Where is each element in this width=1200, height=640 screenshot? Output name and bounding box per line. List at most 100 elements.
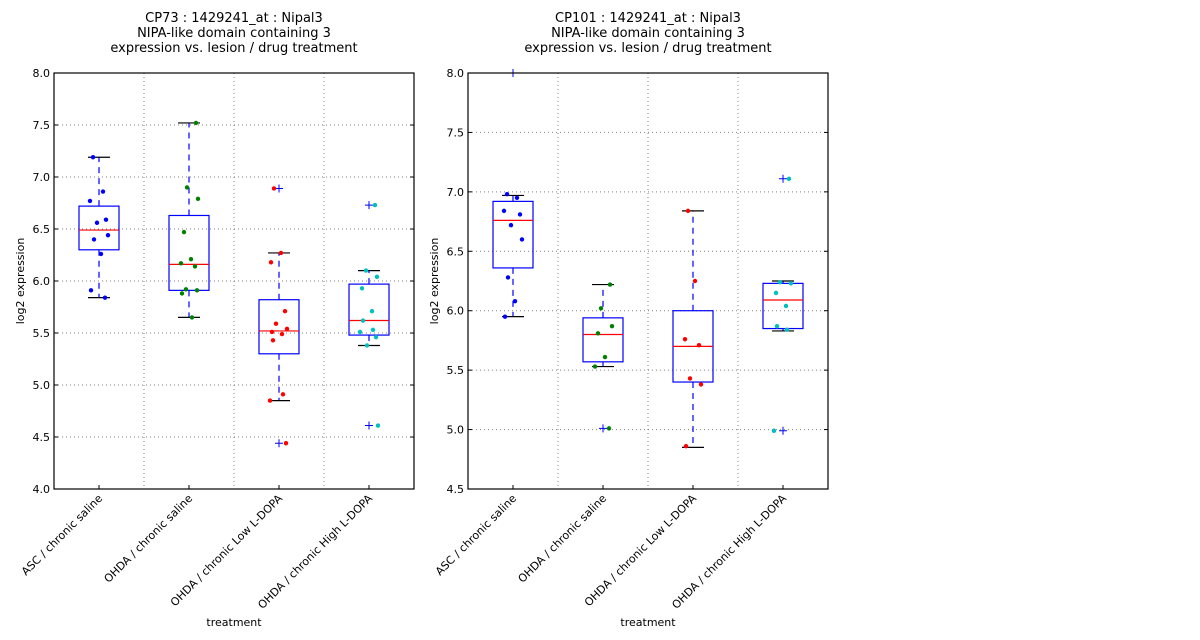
y-tick-label: 5.5 [33, 327, 51, 340]
data-point [270, 338, 276, 343]
data-point [514, 195, 520, 200]
y-tick-label: 6.5 [33, 223, 51, 236]
data-point [682, 337, 688, 342]
data-point [771, 428, 777, 433]
data-point [698, 382, 704, 387]
data-point [504, 192, 510, 197]
box-group-2 [582, 282, 624, 433]
chart-title-line-2: NIPA-like domain containing 3 [137, 26, 331, 41]
data-point [373, 334, 379, 340]
box-iqr [258, 299, 300, 355]
data-point [372, 202, 378, 208]
data-point [273, 321, 279, 326]
data-point [283, 441, 289, 446]
chart-title-line-1: CP101 : 1429241_at : Nipal3 [555, 11, 741, 26]
data-point [183, 287, 189, 292]
data-point [692, 278, 698, 284]
data-point [777, 279, 783, 285]
data-point [278, 250, 284, 256]
box-iqr [168, 214, 210, 291]
data-point [598, 306, 604, 311]
data-point [279, 331, 285, 337]
y-tick-label: 8.0 [447, 67, 465, 80]
data-point [102, 295, 108, 300]
x-tick-label: OHDA / chronic saline [516, 492, 610, 586]
data-point [189, 315, 195, 320]
y-tick-label: 7.5 [447, 126, 465, 139]
data-point [284, 326, 290, 332]
data-point [374, 274, 380, 280]
box-group-3 [258, 184, 300, 448]
chart-title-line-1: CP73 : 1429241_at : Nipal3 [145, 11, 323, 26]
outlier-marker [275, 439, 283, 448]
box-iqr [78, 205, 120, 251]
x-axis-label: treatment [206, 616, 262, 629]
y-tick-label: 7.0 [33, 171, 51, 184]
data-point [606, 426, 612, 431]
y-tick-label: 4.5 [447, 483, 465, 496]
data-point [178, 261, 184, 266]
data-point [88, 288, 94, 293]
data-point [786, 176, 792, 181]
y-axis-label: log2 expression [428, 238, 441, 325]
data-point [788, 281, 794, 286]
data-point [595, 331, 601, 336]
y-axis-label: log2 expression [14, 238, 27, 325]
data-point [783, 303, 789, 309]
data-point [683, 444, 689, 449]
box-iqr [348, 283, 390, 336]
box-group-3 [672, 208, 714, 449]
x-axis-label: treatment [620, 616, 676, 629]
x-tick-label: ASC / chronic saline [19, 492, 105, 578]
axes-frame [467, 72, 829, 490]
data-point [268, 260, 274, 265]
y-tick-label: 4.5 [33, 431, 51, 444]
data-point [773, 290, 779, 296]
box-iqr [582, 317, 624, 363]
y-tick-label: 5.0 [33, 379, 51, 392]
box-group-2 [168, 120, 210, 320]
y-tick-label: 8.0 [33, 67, 51, 80]
outlier-marker [779, 174, 787, 183]
data-point [357, 329, 363, 335]
data-point [505, 275, 511, 280]
data-point [696, 342, 702, 348]
data-point [98, 251, 104, 257]
data-point [607, 282, 613, 287]
outlier-marker [365, 421, 373, 430]
y-tick-label: 4.0 [33, 483, 51, 496]
data-point [282, 308, 288, 314]
y-tick-label: 6.0 [33, 275, 51, 288]
data-point [91, 237, 97, 242]
data-point [375, 423, 381, 428]
y-tick-label: 7.5 [33, 119, 51, 132]
x-tick-label: OHDA / chronic saline [102, 492, 196, 586]
box-group-1 [492, 69, 534, 319]
data-point [602, 354, 608, 360]
data-point [105, 233, 111, 238]
y-tick-label: 6.5 [447, 245, 465, 258]
data-point [87, 198, 93, 204]
data-point [184, 185, 190, 190]
box-group-4 [762, 174, 804, 435]
chart-title-line-3: expression vs. lesion / drug treatment [110, 41, 357, 56]
data-point [687, 376, 693, 381]
box-iqr [492, 200, 534, 269]
axes-frame [53, 72, 415, 490]
x-tick-label: ASC / chronic saline [433, 492, 519, 578]
data-point [267, 398, 273, 403]
box-group-1 [78, 155, 120, 300]
data-point [369, 308, 375, 314]
data-point [360, 318, 366, 323]
data-point [609, 323, 615, 329]
data-point [502, 314, 508, 319]
box-iqr [762, 282, 804, 330]
data-point [363, 268, 369, 273]
data-point [94, 220, 100, 225]
data-point [192, 264, 198, 269]
outlier-marker [779, 426, 787, 435]
data-point [517, 212, 523, 217]
box-group-4 [348, 201, 390, 430]
